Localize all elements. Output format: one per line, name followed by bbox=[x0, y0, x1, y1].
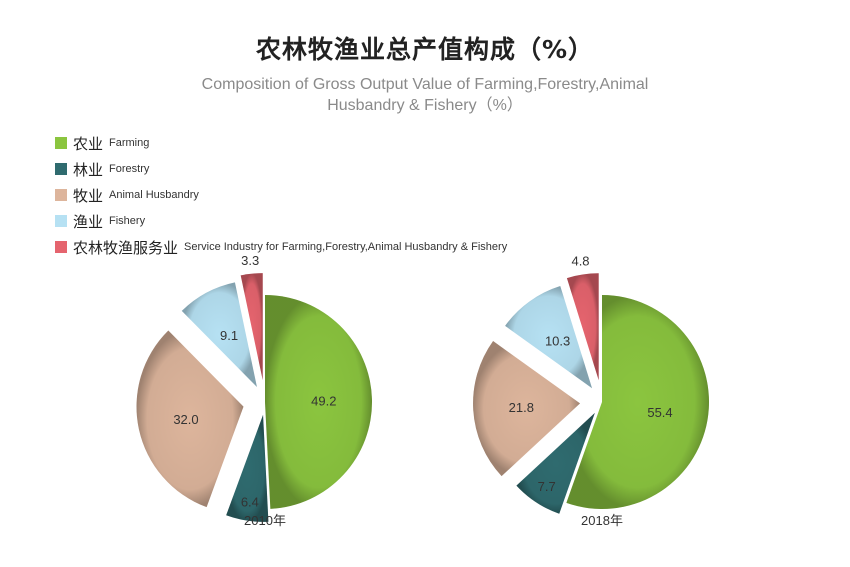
data-label-animal-husbandry: 32.0 bbox=[173, 412, 198, 427]
pie-year-label: 2018年 bbox=[581, 513, 623, 528]
legend-label-en: Service Industry for Farming,Forestry,An… bbox=[184, 241, 508, 253]
legend-label-cn: 农林牧渔服务业 bbox=[73, 238, 179, 257]
legend-label-en: Fishery bbox=[109, 215, 146, 227]
data-label-farming: 55.4 bbox=[647, 405, 672, 420]
data-label-farming: 49.2 bbox=[311, 394, 336, 409]
data-label-animal-husbandry: 21.8 bbox=[509, 400, 534, 415]
pie-slice-shading bbox=[181, 282, 257, 388]
data-label-fishery: 10.3 bbox=[545, 333, 570, 348]
legend-swatch-animal-husbandry bbox=[55, 189, 67, 201]
pie-slice-shading bbox=[505, 286, 593, 389]
pie-slice-shading bbox=[226, 414, 269, 522]
pie-slice-shading bbox=[473, 341, 581, 477]
legend-item-fishery: 渔业 Fishery bbox=[55, 208, 507, 234]
pie-slice-shading bbox=[566, 273, 599, 381]
legend-item-forestry: 林业 Forestry bbox=[55, 156, 507, 182]
legend-label-en: Forestry bbox=[109, 163, 150, 175]
data-label-service-industry: 3.3 bbox=[241, 253, 259, 268]
data-label-fishery: 9.1 bbox=[220, 328, 238, 343]
legend-label-cn: 农业 bbox=[73, 134, 104, 153]
legend-label-cn: 牧业 bbox=[73, 186, 104, 205]
legend-label-en: Farming bbox=[109, 137, 150, 149]
legend-label-cn: 林业 bbox=[73, 160, 104, 179]
pie-slice-shading bbox=[136, 330, 244, 508]
legend-swatch-farming bbox=[55, 137, 67, 149]
pie-slice-shading bbox=[566, 295, 709, 509]
chart-title-cn: 农林牧渔业总产值构成（%） bbox=[255, 35, 595, 64]
data-label-forestry: 6.4 bbox=[241, 495, 259, 510]
pie-slice-shading bbox=[265, 295, 373, 509]
pie-year-label: 2010年 bbox=[244, 513, 286, 528]
legend-swatch-fishery bbox=[55, 215, 67, 227]
pie-2018: 55.4 7.7 21.8 10.3 4.8 2018年 bbox=[473, 254, 709, 528]
pie-slice-shading bbox=[516, 412, 595, 514]
chart-title-en-line1: Composition of Gross Output Value of Far… bbox=[201, 76, 649, 93]
data-label-forestry: 7.7 bbox=[538, 479, 556, 494]
legend-swatch-forestry bbox=[55, 163, 67, 175]
chart-title-en-line2: Husbandry & Fishery（%） bbox=[327, 97, 523, 114]
legend-swatch-service-industry bbox=[55, 241, 67, 253]
pie-slice-shading bbox=[240, 273, 263, 381]
legend-label-en: Animal Husbandry bbox=[109, 189, 199, 201]
data-label-service-industry: 4.8 bbox=[571, 254, 589, 269]
legend-item-service-industry: 农林牧渔服务业 Service Industry for Farming,For… bbox=[55, 234, 507, 260]
legend-label-cn: 渔业 bbox=[73, 212, 104, 231]
legend-item-animal-husbandry: 牧业 Animal Husbandry bbox=[55, 182, 507, 208]
pie-2010: 49.2 6.4 32.0 9.1 3.3 2010年 bbox=[136, 253, 373, 528]
chart-title-en: Composition of Gross Output Value of Far… bbox=[0, 74, 850, 116]
legend-item-farming: 农业 Farming bbox=[55, 130, 507, 156]
legend: 农业 Farming 林业 Forestry 牧业 Animal Husband… bbox=[55, 130, 507, 260]
